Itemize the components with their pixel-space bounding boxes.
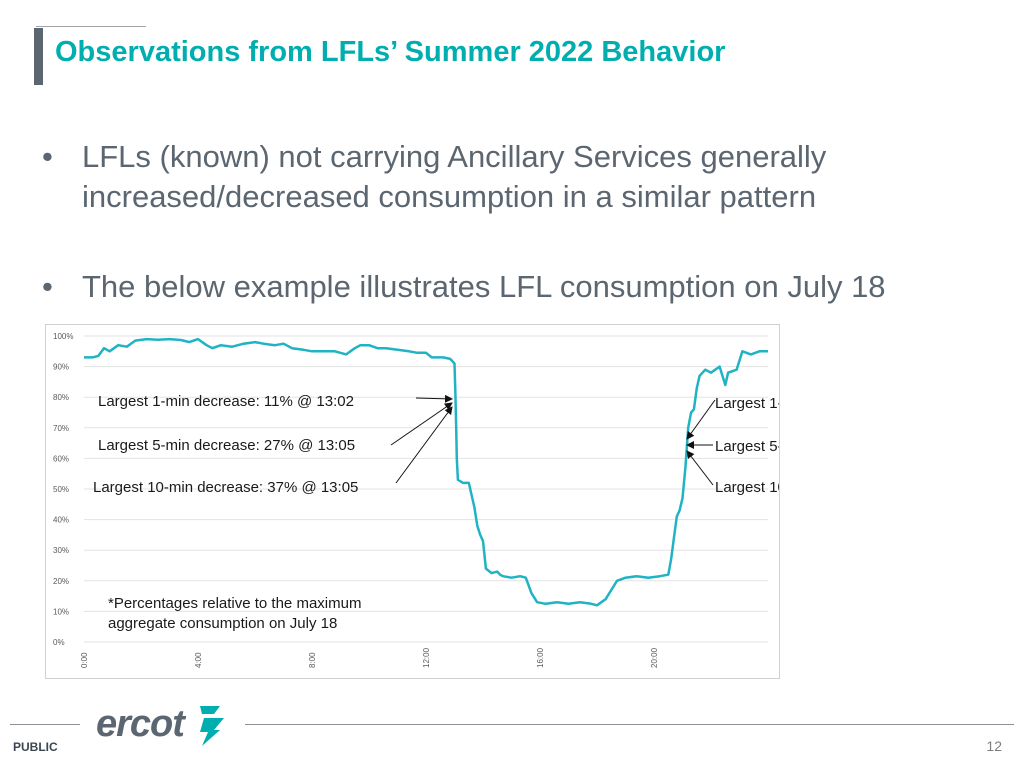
slide-title: Observations from LFLs’ Summer 2022 Beha… bbox=[55, 36, 726, 68]
logo-bolt-icon bbox=[200, 718, 224, 746]
bullet-1-line-2: increased/decreased consumption in a sim… bbox=[82, 179, 817, 214]
page-number: 12 bbox=[986, 738, 1002, 754]
arrow-10min-increase bbox=[686, 450, 714, 486]
footer-rule-left bbox=[10, 724, 80, 725]
chart-svg: 100% 90% 80% 70% 60% 50% 40% 30% 20% 10% 0% 0:00 4:… bbox=[53, 332, 779, 668]
arrow-1min-decrease bbox=[415, 394, 453, 403]
y-tick-label: 40% bbox=[53, 516, 69, 525]
percentage-note-line-2: aggregate consumption on July 18 bbox=[108, 615, 337, 632]
x-tick-label: 0:00 bbox=[80, 652, 89, 668]
arrow-5min-decrease bbox=[390, 402, 453, 446]
public-label: PUBLIC bbox=[13, 740, 58, 754]
annotation-10min-decrease: Largest 10-min decrease: 37% @ 13:05 bbox=[93, 479, 358, 496]
annotation-5min-increase: Largest 5-min increase: 21% @ 21:12 bbox=[715, 438, 779, 455]
gridlines bbox=[84, 335, 768, 643]
annotation-1min-increase: Largest 1-min increase: 6% @ 21:11 bbox=[715, 395, 779, 412]
arrow-1min-increase bbox=[686, 399, 716, 440]
y-tick-label: 60% bbox=[53, 454, 69, 463]
y-tick-label: 100% bbox=[53, 332, 73, 341]
series-line-consumption bbox=[84, 337, 768, 607]
y-tick-label: 0% bbox=[53, 638, 65, 647]
x-axis-ticks: 0:00 4:00 8:00 12:00 16:00 20:00 bbox=[80, 647, 659, 668]
bullet-dot: • bbox=[42, 139, 53, 174]
y-tick-label: 20% bbox=[53, 577, 69, 586]
y-tick-label: 10% bbox=[53, 607, 69, 616]
ercot-wordmark: ercot bbox=[96, 703, 186, 745]
ercot-logo-mark: ercot bbox=[96, 703, 224, 746]
series-layer bbox=[84, 337, 768, 607]
x-tick-label: 12:00 bbox=[422, 647, 431, 668]
bullet-dot: • bbox=[42, 269, 53, 304]
annotation-1min-decrease: Largest 1-min decrease: 11% @ 13:02 bbox=[98, 393, 354, 410]
x-tick-label: 16:00 bbox=[536, 647, 545, 668]
ercot-logo: ercot bbox=[96, 700, 236, 753]
percentage-note-line-1: *Percentages relative to the maximum bbox=[108, 595, 361, 612]
title-accent-bar bbox=[34, 28, 43, 85]
y-tick-label: 50% bbox=[53, 485, 69, 494]
x-tick-label: 20:00 bbox=[650, 647, 659, 668]
title-top-rule bbox=[36, 26, 146, 27]
consumption-chart: 100% 90% 80% 70% 60% 50% 40% 30% 20% 10% 0% 0:00 4:… bbox=[45, 324, 780, 679]
x-tick-label: 8:00 bbox=[308, 652, 317, 668]
bullet-1-line-1: LFLs (known) not carrying Ancillary Serv… bbox=[82, 139, 827, 174]
bullet-2-text: The below example illustrates LFL consum… bbox=[82, 269, 886, 304]
y-tick-label: 70% bbox=[53, 424, 69, 433]
y-tick-label: 30% bbox=[53, 546, 69, 555]
y-tick-label: 80% bbox=[53, 393, 69, 402]
y-tick-label: 90% bbox=[53, 363, 69, 372]
logo-bolt-top-icon bbox=[200, 706, 220, 714]
arrow-10min-decrease bbox=[395, 406, 453, 484]
y-axis-ticks: 100% 90% 80% 70% 60% 50% 40% 30% 20% 10% 0% bbox=[53, 332, 73, 647]
annotation-10min-increase: Largest 10-min increase: 30% @ 21:13 bbox=[715, 479, 779, 496]
annotation-5min-decrease: Largest 5-min decrease: 27% @ 13:05 bbox=[98, 437, 355, 454]
x-tick-label: 4:00 bbox=[194, 652, 203, 668]
footer-rule-right bbox=[245, 724, 1014, 725]
